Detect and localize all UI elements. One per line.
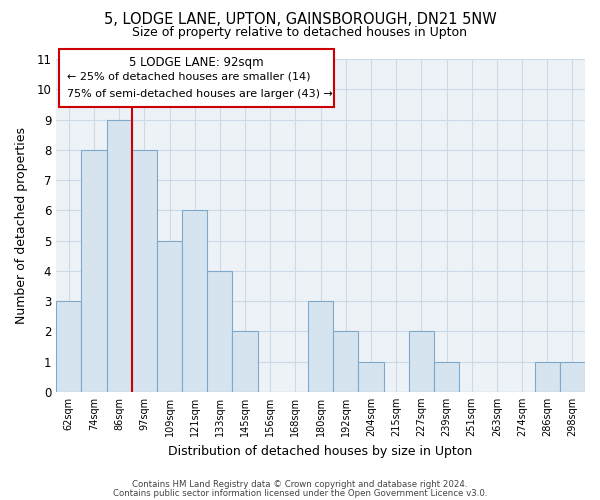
Bar bbox=[107, 120, 132, 392]
Text: Contains public sector information licensed under the Open Government Licence v3: Contains public sector information licen… bbox=[113, 490, 487, 498]
Bar bbox=[409, 332, 434, 392]
Text: Contains HM Land Registry data © Crown copyright and database right 2024.: Contains HM Land Registry data © Crown c… bbox=[132, 480, 468, 489]
Text: Size of property relative to detached houses in Upton: Size of property relative to detached ho… bbox=[133, 26, 467, 39]
Bar bbox=[308, 301, 333, 392]
Bar bbox=[207, 271, 232, 392]
Text: 75% of semi-detached houses are larger (43) →: 75% of semi-detached houses are larger (… bbox=[67, 89, 332, 99]
Text: ← 25% of detached houses are smaller (14): ← 25% of detached houses are smaller (14… bbox=[67, 72, 310, 82]
X-axis label: Distribution of detached houses by size in Upton: Distribution of detached houses by size … bbox=[169, 444, 473, 458]
Bar bbox=[434, 362, 459, 392]
Y-axis label: Number of detached properties: Number of detached properties bbox=[15, 127, 28, 324]
Bar bbox=[535, 362, 560, 392]
FancyBboxPatch shape bbox=[59, 49, 334, 108]
Text: 5, LODGE LANE, UPTON, GAINSBOROUGH, DN21 5NW: 5, LODGE LANE, UPTON, GAINSBOROUGH, DN21… bbox=[104, 12, 496, 28]
Bar bbox=[82, 150, 107, 392]
Bar bbox=[132, 150, 157, 392]
Bar bbox=[182, 210, 207, 392]
Bar bbox=[56, 301, 82, 392]
Bar bbox=[232, 332, 257, 392]
Bar bbox=[358, 362, 383, 392]
Bar bbox=[157, 240, 182, 392]
Text: 5 LODGE LANE: 92sqm: 5 LODGE LANE: 92sqm bbox=[129, 56, 263, 68]
Bar bbox=[560, 362, 585, 392]
Bar bbox=[333, 332, 358, 392]
